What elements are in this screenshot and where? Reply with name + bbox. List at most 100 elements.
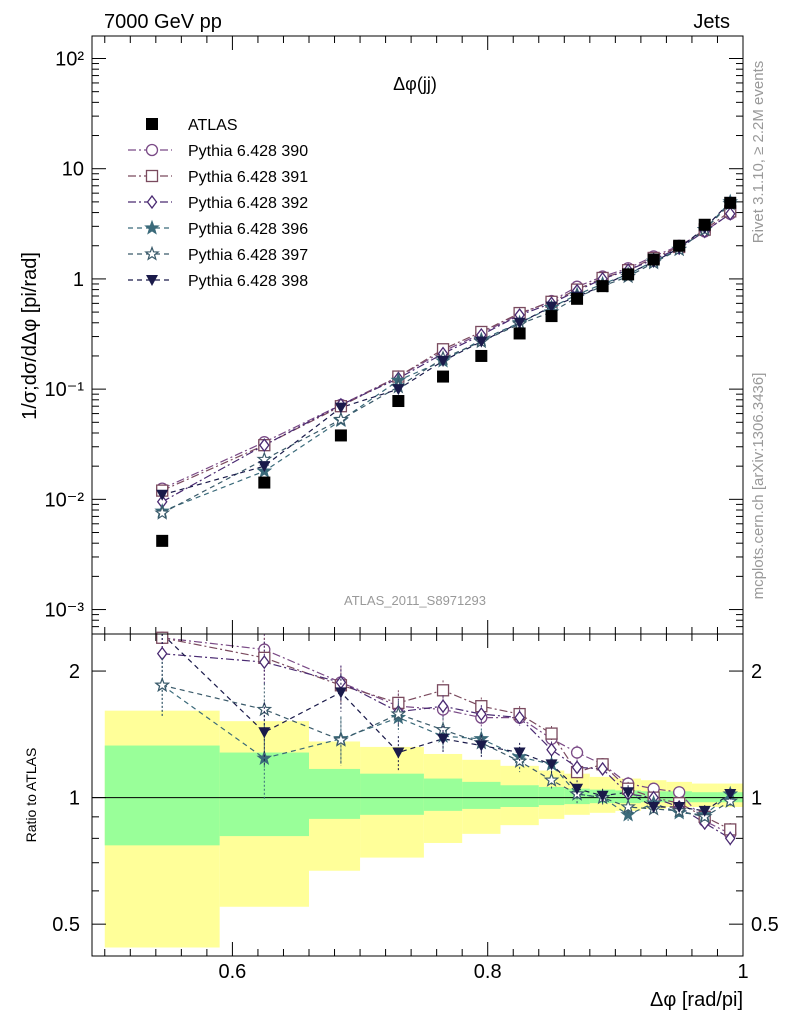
ratio-point-pythia-6-428-397 xyxy=(543,771,560,787)
data-point-atlas xyxy=(622,268,635,281)
legend-label: Pythia 6.428 398 xyxy=(188,273,308,290)
data-point-pythia-6-428-398 xyxy=(437,355,450,367)
green-band xyxy=(462,781,501,809)
main-y-tick-label: 10 xyxy=(62,159,84,181)
green-band xyxy=(309,768,361,819)
legend-marker xyxy=(145,143,159,157)
ratio-line-pythia-6-428-392 xyxy=(162,653,731,839)
ratio-x-ticks: 0.6 0.8 1 xyxy=(104,634,749,983)
green-band xyxy=(500,785,539,807)
legend-marker xyxy=(145,169,159,183)
ratio-y-tick-label-left: 2 xyxy=(69,661,80,683)
ratio-point-pythia-6-428-390 xyxy=(570,746,584,759)
data-point-pythia-6-428-398 xyxy=(475,336,488,348)
ratio-panel: 0.5 0.5 1 1 2 2 0.6 0.8 1 xyxy=(52,631,779,983)
legend-label: Pythia 6.428 397 xyxy=(188,247,308,264)
legend: ATLAS Pythia 6.428 390 Pythia 6.428 391 Pyt… xyxy=(128,117,308,290)
green-band xyxy=(360,773,424,815)
ratio-point-pythia-6-428-397 xyxy=(154,677,171,692)
x-axis-label: Δφ [rad/pi] xyxy=(650,989,743,1011)
ratio-point-pythia-6-428-390 xyxy=(673,786,686,799)
main-x-ticks xyxy=(104,36,744,634)
ratio-point-pythia-6-428-397 xyxy=(722,793,739,808)
data-point-pythia-6-428-392 xyxy=(259,438,270,453)
x-tick-label: 0.6 xyxy=(219,961,247,983)
ratio-point-pythia-6-428-398 xyxy=(673,801,686,813)
ratio-series-markers xyxy=(154,631,739,846)
ratio-point-pythia-6-428-392 xyxy=(259,655,270,670)
data-point-atlas xyxy=(673,239,686,252)
ratio-y-tick-label-left: 0.5 xyxy=(52,914,80,936)
data-point-pythia-6-428-392 xyxy=(724,206,736,221)
ratio-point-pythia-6-428-397 xyxy=(435,721,451,737)
ratio-y-tick-label-left: 1 xyxy=(69,788,80,810)
series-line-pythia-6-428-397 xyxy=(161,203,731,514)
legend-marker xyxy=(144,245,160,261)
data-point-pythia-6-428-397 xyxy=(154,504,171,520)
data-point-atlas xyxy=(156,534,169,547)
legend-label: ATLAS xyxy=(188,117,238,134)
main-y-tick-label: 1 xyxy=(73,269,84,291)
data-point-atlas xyxy=(258,476,271,489)
data-point-atlas xyxy=(334,429,347,442)
ratio-point-pythia-6-428-392 xyxy=(476,707,487,722)
main-y-tick-label: 10⁻³ xyxy=(45,600,85,622)
main-y-ticks: 10⁻³ 10⁻² 10⁻¹ 1 10 10² xyxy=(45,48,743,635)
data-point-atlas xyxy=(513,327,526,340)
data-point-pythia-6-428-398 xyxy=(392,384,405,396)
x-tick-label: 0.8 xyxy=(474,961,502,983)
main-series-markers xyxy=(154,193,739,547)
data-point-atlas xyxy=(698,218,711,231)
data-point-atlas xyxy=(596,280,609,293)
main-plot-frame xyxy=(91,35,744,635)
data-point-atlas xyxy=(571,292,584,305)
ratio-y-tick-label-right: 0.5 xyxy=(751,914,779,936)
data-point-atlas xyxy=(647,253,660,266)
side-label-mcplots: mcplots.cern.ch [arXiv:1306.3436] xyxy=(750,373,767,600)
ratio-y-tick-label-right: 1 xyxy=(751,788,762,810)
header-left: 7000 GeV pp xyxy=(104,11,222,33)
ratio-point-pythia-6-428-398 xyxy=(596,790,609,802)
data-point-atlas xyxy=(392,395,405,408)
main-y-tick-label: 10² xyxy=(55,48,84,70)
data-point-atlas xyxy=(545,310,558,323)
data-point-pythia-6-428-398 xyxy=(156,489,169,501)
ratio-point-pythia-6-428-391 xyxy=(436,684,450,697)
data-point-atlas xyxy=(724,196,737,209)
ratio-point-pythia-6-428-398 xyxy=(622,787,635,799)
ratio-point-pythia-6-428-398 xyxy=(334,687,347,699)
ratio-plot-frame xyxy=(91,633,744,957)
header-right: Jets xyxy=(693,11,730,33)
green-band xyxy=(423,778,463,811)
main-y-axis-label: 1/σ;dσ/dΔφ [pi/rad] xyxy=(19,252,41,420)
ratio-point-pythia-6-428-398 xyxy=(698,805,711,817)
ratio-line-pythia-6-428-391 xyxy=(162,637,731,830)
x-tick-label: 1 xyxy=(737,961,748,983)
ratio-y-axis-label: Ratio to ATLAS xyxy=(23,748,39,843)
ratio-y-tick-label-right: 2 xyxy=(751,661,762,683)
main-panel: 10⁻³ 10⁻² 10⁻¹ 1 10 10² Δφ(jj) ATLAS_2011_S89… xyxy=(45,35,744,635)
ratio-point-pythia-6-428-397 xyxy=(620,798,636,814)
legend-marker xyxy=(144,219,160,235)
legend-label: Pythia 6.428 391 xyxy=(188,169,308,186)
side-label-rivet: Rivet 3.1.10, ≥ 2.2M events xyxy=(750,61,767,244)
legend-marker xyxy=(146,194,158,210)
data-point-pythia-6-428-398 xyxy=(258,461,271,473)
data-point-atlas xyxy=(437,370,450,383)
main-y-tick-label: 10⁻² xyxy=(45,489,85,511)
ratio-point-pythia-6-428-398 xyxy=(545,759,558,771)
ratio-point-pythia-6-428-392 xyxy=(514,710,525,725)
legend-marker xyxy=(146,118,158,130)
ratio-point-pythia-6-428-396 xyxy=(256,750,273,765)
green-band xyxy=(104,745,220,846)
ratio-point-pythia-6-428-398 xyxy=(475,740,488,752)
legend-label: Pythia 6.428 396 xyxy=(188,221,308,238)
ratio-point-pythia-6-428-398 xyxy=(258,727,271,739)
ratio-point-pythia-6-428-398 xyxy=(571,783,584,795)
ratio-point-pythia-6-428-392 xyxy=(724,831,736,846)
data-point-pythia-6-428-397 xyxy=(333,411,349,427)
ratio-y-ticks: 0.5 0.5 1 1 2 2 xyxy=(52,661,779,936)
green-band xyxy=(538,786,565,806)
data-point-atlas xyxy=(475,349,488,362)
